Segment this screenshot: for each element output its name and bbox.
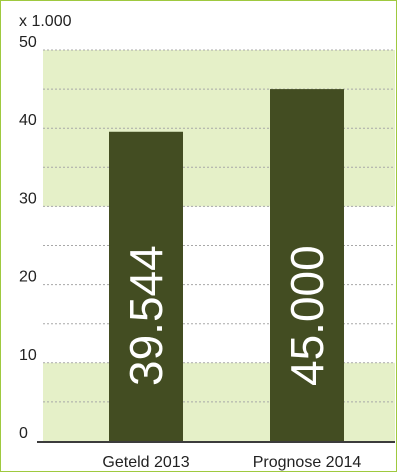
- y-axis-tick-labels: 0 10 20 30 40 50: [19, 34, 37, 442]
- x-tick-label: Geteld 2013: [102, 454, 189, 471]
- unit-label: x 1.000: [19, 13, 72, 30]
- bar: [270, 89, 344, 441]
- data-label: 39.544: [120, 245, 172, 386]
- y-tick-label: 50: [19, 34, 37, 51]
- data-label: 45.000: [281, 245, 333, 386]
- y-tick-label: 20: [19, 269, 37, 286]
- y-tick-label: 40: [19, 112, 37, 129]
- bars: [109, 89, 344, 441]
- x-tick-label: Prognose 2014: [253, 454, 362, 471]
- data-labels: 39.544 45.000: [120, 245, 333, 386]
- y-tick-label: 10: [19, 347, 37, 364]
- x-axis-tick-labels: Geteld 2013 Prognose 2014: [102, 454, 361, 471]
- y-tick-label: 30: [19, 190, 37, 207]
- bar: [109, 131, 183, 441]
- y-tick-label: 0: [19, 425, 28, 442]
